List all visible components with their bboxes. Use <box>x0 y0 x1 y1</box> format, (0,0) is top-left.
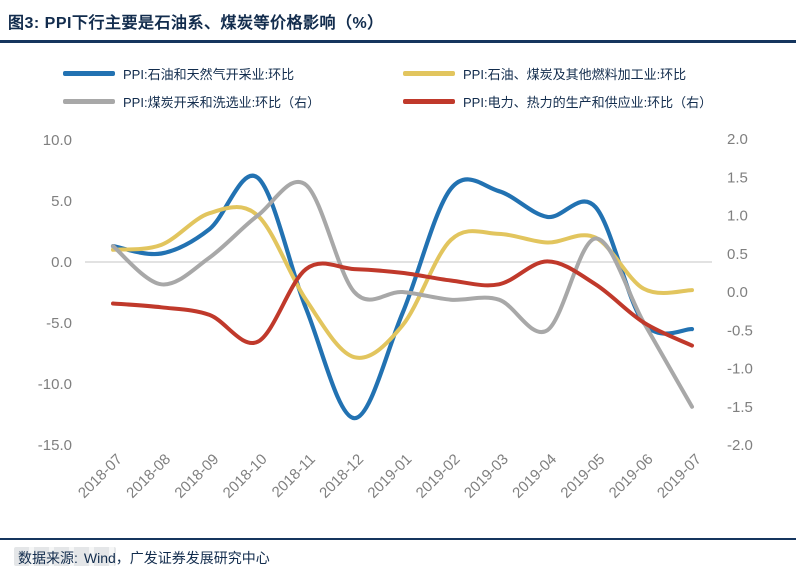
data-source: 数据来源: Wind，广发证券发展研究中心 <box>18 548 270 568</box>
legend-label: PPI:石油、煤炭及其他燃料加工业:环比 <box>463 67 687 82</box>
data-source-text: Wind，广发证券发展研究中心 <box>83 550 270 566</box>
legend-item-oil-coal-fuel-processing: PPI:石油、煤炭及其他燃料加工业:环比 <box>403 64 686 83</box>
series-line-oil-gas <box>110 173 695 421</box>
legend-label: PPI:煤炭开采和洗选业:环比（右） <box>123 95 321 110</box>
y-axis-right-tick: 2.0 <box>727 131 748 148</box>
x-axis-tick: 2018-10 <box>220 451 271 502</box>
y-axis-right-tick: 0.5 <box>727 246 748 263</box>
y-axis-right-tick: 0.0 <box>727 284 748 301</box>
x-axis-tick: 2019-03 <box>461 451 512 502</box>
x-axis-tick: 2019-07 <box>654 451 705 502</box>
series-line-oil-coal-fuel <box>111 205 694 360</box>
chart-area: 10.0 5.0 0.0 -5.0 -10.0 -15.0 2.0 1.5 1.0 0.5 0.0 -… <box>0 118 796 538</box>
y-axis-right-tick: -1.5 <box>727 399 753 416</box>
x-axis-tick: 2019-02 <box>413 451 464 502</box>
chart-canvas: 10.0 5.0 0.0 -5.0 -10.0 -15.0 2.0 1.5 1.0 0.5 0.0 -… <box>38 131 753 502</box>
figure-footer: 数据来源: Wind，广发证券发展研究中心 <box>0 538 796 573</box>
x-axis-tick: 2018-07 <box>75 451 126 502</box>
legend-swatch-yellow <box>403 71 455 76</box>
legend-item-coal-mining: PPI:煤炭开采和洗选业:环比（右） <box>63 92 320 111</box>
x-axis-tick: 2019-04 <box>509 451 560 502</box>
series-line-coal-mining <box>111 180 694 409</box>
legend-swatch-red <box>403 99 455 104</box>
x-axis-tick: 2019-01 <box>364 451 415 502</box>
y-axis-right-tick: -2.0 <box>727 437 753 454</box>
y-axis-left-tick: -15.0 <box>38 437 72 454</box>
watermark <box>14 547 116 566</box>
x-axis-tick: 2018-09 <box>171 451 222 502</box>
series-line-electric-heat <box>111 259 694 348</box>
chart-legend: PPI:石油和天然气开采业:环比 PPI:石油、煤炭及其他燃料加工业:环比 PP… <box>0 56 796 114</box>
legend-item-electric-heat-supply: PPI:电力、热力的生产和供应业:环比（右） <box>403 92 712 111</box>
legend-swatch-blue <box>63 71 115 76</box>
legend-label: PPI:电力、热力的生产和供应业:环比（右） <box>463 95 713 110</box>
figure-title: 图3: PPI下行主要是石油系、煤炭等价格影响（%） <box>8 15 384 32</box>
legend-label: PPI:石油和天然气开采业:环比 <box>123 67 295 82</box>
x-axis-tick: 2018-08 <box>123 451 174 502</box>
y-axis-right-tick: -1.0 <box>727 361 753 378</box>
y-axis-right-tick: 1.0 <box>727 208 748 225</box>
x-axis-tick: 2018-12 <box>316 451 367 502</box>
y-axis-left-tick: -5.0 <box>46 315 72 332</box>
y-axis-left-tick: -10.0 <box>38 376 72 393</box>
y-axis-left-tick: 10.0 <box>43 132 72 149</box>
data-source-label: 数据来源: <box>18 550 78 566</box>
legend-swatch-gray <box>63 99 115 104</box>
x-axis-tick: 2019-06 <box>606 451 657 502</box>
x-axis-tick: 2019-05 <box>557 451 608 502</box>
legend-item-oil-gas-extraction: PPI:石油和天然气开采业:环比 <box>63 64 294 83</box>
x-axis-tick: 2018-11 <box>269 451 319 501</box>
y-axis-left-tick: 5.0 <box>51 193 72 210</box>
figure-header: 图3: PPI下行主要是石油系、煤炭等价格影响（%） <box>0 0 796 43</box>
y-axis-right-tick: 1.5 <box>727 169 748 186</box>
y-axis-left-tick: 0.0 <box>51 254 72 271</box>
y-axis-right-tick: -0.5 <box>727 322 753 339</box>
